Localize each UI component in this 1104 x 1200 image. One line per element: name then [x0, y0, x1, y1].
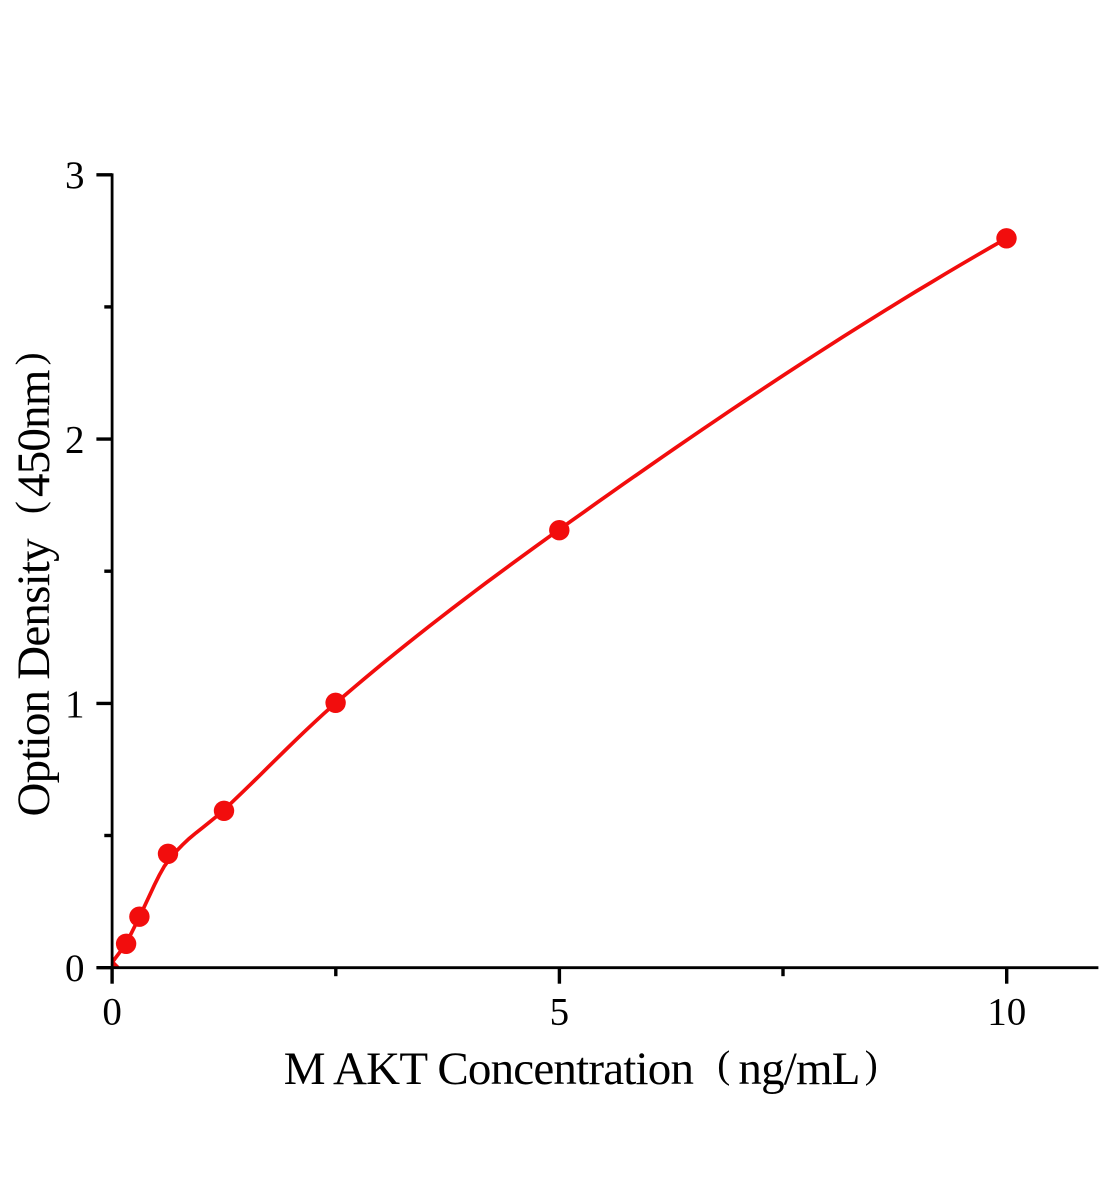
- svg-text:5: 5: [550, 990, 570, 1033]
- svg-text:M AKT Concentration(ng/mL): M AKT Concentration(ng/mL): [284, 1043, 877, 1095]
- svg-text:0: 0: [102, 990, 122, 1033]
- svg-text:Option Density(450nm): Option Density(450nm): [8, 353, 60, 816]
- svg-text:0: 0: [65, 947, 85, 990]
- svg-text:2: 2: [65, 419, 85, 462]
- svg-text:3: 3: [65, 154, 85, 197]
- svg-text:10: 10: [987, 990, 1026, 1033]
- svg-text:1: 1: [65, 683, 85, 726]
